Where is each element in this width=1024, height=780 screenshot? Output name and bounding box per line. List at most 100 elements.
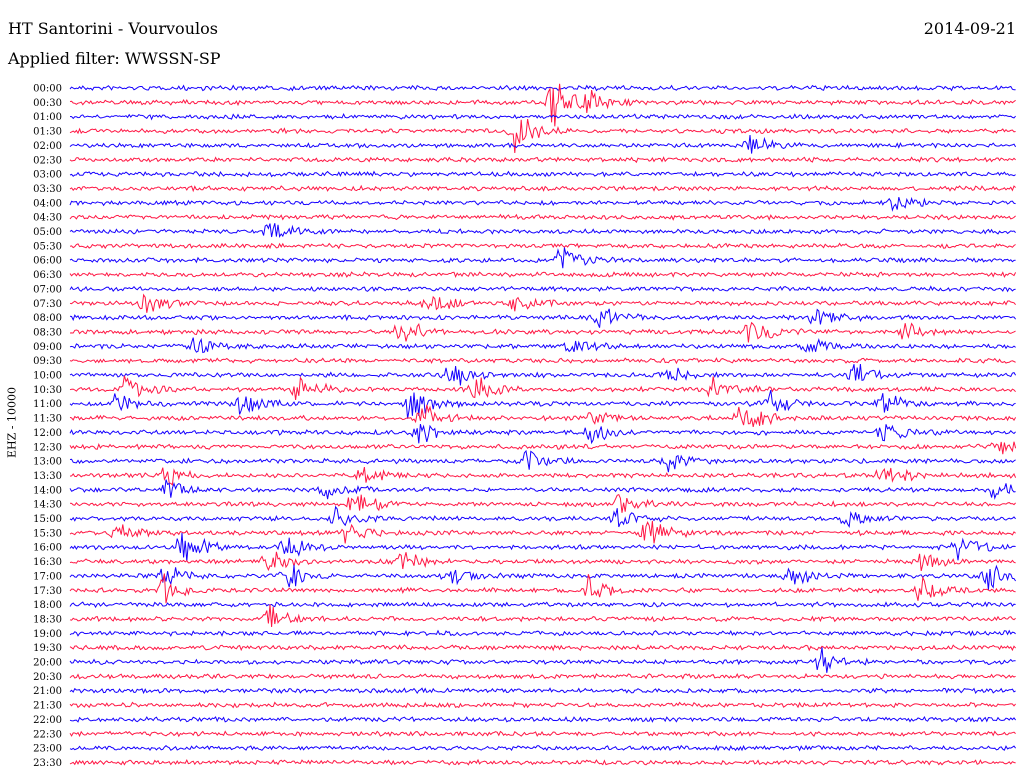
date-label: 2014-09-21 xyxy=(923,19,1016,38)
time-label: 21:30 xyxy=(33,701,62,712)
trace-1930 xyxy=(69,644,1016,652)
time-label: 08:30 xyxy=(33,327,62,338)
trace-1730 xyxy=(69,573,1016,604)
time-label: 03:30 xyxy=(33,184,62,195)
trace-1600 xyxy=(69,532,1016,562)
trace-2200 xyxy=(69,715,1017,723)
trace-2030 xyxy=(69,672,1016,680)
trace-0730 xyxy=(69,293,1016,313)
time-label: 16:30 xyxy=(33,557,62,568)
trace-2300 xyxy=(69,744,1016,752)
trace-1030 xyxy=(69,375,1016,400)
time-label: 00:00 xyxy=(33,84,62,95)
time-label: 14:30 xyxy=(33,500,62,511)
time-label: 06:00 xyxy=(33,256,62,267)
time-label: 05:30 xyxy=(33,241,62,252)
time-label: 21:00 xyxy=(33,686,62,697)
trace-1630 xyxy=(69,551,1016,572)
time-label: 04:00 xyxy=(33,198,62,209)
trace-0630 xyxy=(69,271,1017,279)
time-label: 01:00 xyxy=(33,112,62,123)
time-label: 03:00 xyxy=(33,170,62,181)
time-label: 02:30 xyxy=(33,155,62,166)
trace-0100 xyxy=(69,113,1016,121)
trace-2000 xyxy=(69,647,1016,673)
time-label: 19:00 xyxy=(33,629,62,640)
time-label: 00:30 xyxy=(33,98,62,109)
time-label: 12:00 xyxy=(33,428,62,439)
time-label: 23:00 xyxy=(33,744,62,755)
time-label: 15:30 xyxy=(33,528,62,539)
trace-0230 xyxy=(69,156,1016,164)
trace-0500 xyxy=(69,223,1016,239)
time-label: 17:30 xyxy=(33,586,62,597)
time-label: 23:30 xyxy=(33,758,62,769)
time-label: 04:30 xyxy=(33,213,62,224)
time-label: 20:00 xyxy=(33,658,62,669)
time-label: 09:30 xyxy=(33,356,62,367)
trace-1900 xyxy=(69,629,1016,637)
trace-0530 xyxy=(69,242,1016,250)
time-label: 08:00 xyxy=(33,313,62,324)
trace-1700 xyxy=(69,564,1017,591)
trace-0800 xyxy=(69,308,1016,328)
trace-0330 xyxy=(69,184,1016,193)
time-label: 10:30 xyxy=(33,385,62,396)
trace-1300 xyxy=(69,449,1016,473)
trace-1330 xyxy=(69,467,1017,486)
time-label: 22:00 xyxy=(33,715,62,726)
trace-2130 xyxy=(69,701,1016,709)
trace-2330 xyxy=(69,758,1016,766)
trace-0900 xyxy=(69,337,1016,354)
trace-0400 xyxy=(69,196,1016,212)
time-label: 14:00 xyxy=(33,485,62,496)
time-label: 13:00 xyxy=(33,457,62,468)
trace-1500 xyxy=(69,505,1016,528)
time-label: 18:30 xyxy=(33,614,62,625)
time-label: 11:30 xyxy=(33,414,62,425)
trace-0200 xyxy=(69,135,1017,154)
trace-0430 xyxy=(69,213,1016,221)
trace-1400 xyxy=(69,479,1016,500)
trace-1530 xyxy=(69,520,1016,544)
time-label: 15:00 xyxy=(33,514,62,525)
time-label: 09:00 xyxy=(33,342,62,353)
trace-0700 xyxy=(69,285,1016,293)
trace-1100 xyxy=(69,389,1016,419)
trace-0000 xyxy=(69,84,1016,92)
trace-0600 xyxy=(69,247,1016,269)
time-label: 01:30 xyxy=(33,127,62,138)
trace-1200 xyxy=(69,423,1016,445)
time-label: 10:00 xyxy=(33,371,62,382)
trace-1430 xyxy=(69,493,1016,513)
trace-0030 xyxy=(69,83,1016,127)
trace-0830 xyxy=(69,321,1016,343)
trace-2100 xyxy=(69,687,1016,695)
trace-1830 xyxy=(69,604,1016,628)
filter-label: Applied filter: WWSSN-SP xyxy=(8,49,221,68)
station-title: HT Santorini - Vourvoulos xyxy=(8,19,218,38)
trace-0300 xyxy=(69,170,1016,178)
trace-1230 xyxy=(69,441,1017,455)
time-label: 17:00 xyxy=(33,571,62,582)
time-label: 02:00 xyxy=(33,141,62,152)
time-label: 13:30 xyxy=(33,471,62,482)
trace-1130 xyxy=(69,404,1017,428)
time-label: 11:00 xyxy=(33,399,62,410)
time-label: 05:00 xyxy=(33,227,62,238)
trace-0130 xyxy=(69,119,1016,154)
trace-1800 xyxy=(69,601,1016,609)
time-label: 06:30 xyxy=(33,270,62,281)
trace-2230 xyxy=(69,730,1016,738)
trace-1000 xyxy=(69,363,1017,386)
time-label: 19:30 xyxy=(33,643,62,654)
time-label: 12:30 xyxy=(33,442,62,453)
time-label: 22:30 xyxy=(33,729,62,740)
trace-0930 xyxy=(69,357,1016,365)
time-label: 18:00 xyxy=(33,600,62,611)
time-label: 07:00 xyxy=(33,284,62,295)
time-label: 07:30 xyxy=(33,299,62,310)
time-label: 20:30 xyxy=(33,672,62,683)
time-label: 16:00 xyxy=(33,543,62,554)
